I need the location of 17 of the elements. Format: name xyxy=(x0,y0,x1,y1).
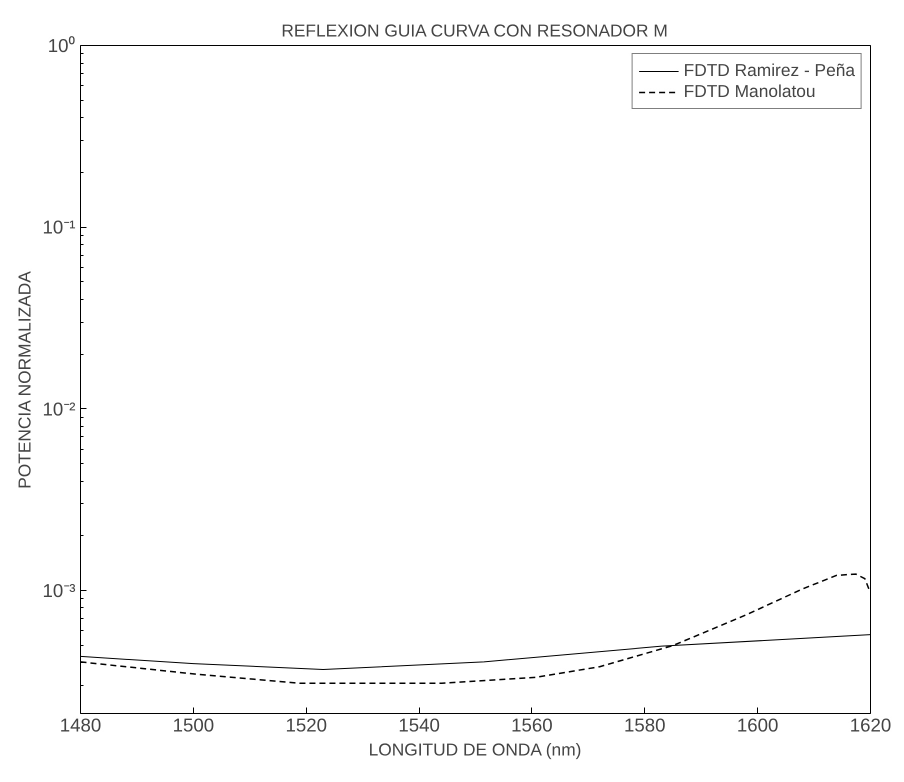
x-tick-label: 1600 xyxy=(736,714,778,736)
x-tick-label: 1480 xyxy=(60,714,102,736)
x-tick-label: 1580 xyxy=(624,714,666,736)
legend-label: FDTD Ramirez - Peña xyxy=(684,60,855,81)
chart-title: REFLEXION GUIA CURVA CON RESONADOR M xyxy=(281,20,668,40)
x-tick-label: 1540 xyxy=(398,714,440,736)
y-tick-label: 10⁻³ xyxy=(42,580,76,601)
y-tick-label: 10⁰ xyxy=(48,35,76,56)
legend-label: FDTD Manolatou xyxy=(684,81,816,102)
x-tick-label: 1520 xyxy=(285,714,327,736)
x-axis-title: LONGITUD DE ONDA (nm) xyxy=(368,740,582,760)
x-tick-label: 1500 xyxy=(172,714,214,736)
y-axis-title: POTENCIA NORMALIZADA xyxy=(14,270,35,489)
y-tick-label: 10⁻² xyxy=(42,398,76,420)
x-tick-label: 1560 xyxy=(511,714,553,736)
y-tick-label: 10⁻¹ xyxy=(42,216,76,238)
x-tick-label: 1620 xyxy=(850,714,892,736)
